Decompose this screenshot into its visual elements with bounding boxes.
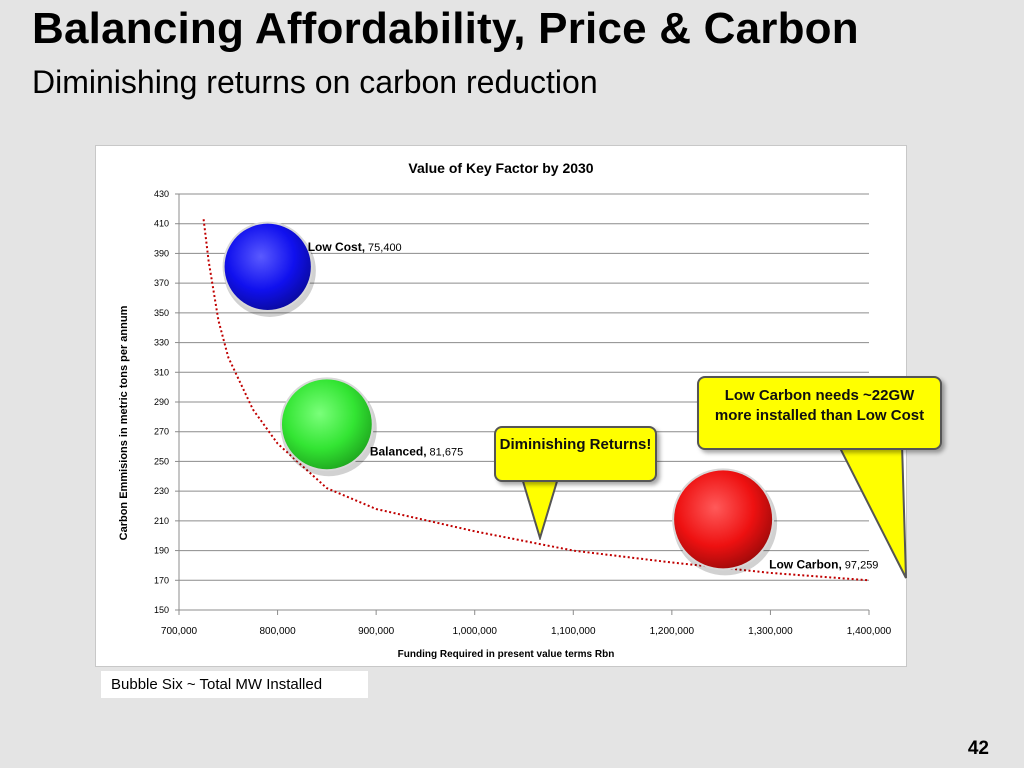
low-cost-bubble-label: Low Cost, 75,400 [308, 240, 402, 254]
x-tick-label: 700,000 [161, 626, 198, 637]
x-tick-label: 1,000,000 [452, 626, 497, 637]
y-tick-label: 330 [154, 338, 169, 348]
low-cost-series-name: Low Cost, [308, 240, 365, 254]
balanced-bubble [281, 379, 372, 470]
y-tick-label: 250 [154, 456, 169, 466]
diminishing-callout-tail [518, 478, 566, 540]
low-carbon-needs-callout: Low Carbon needs ~22GW more installed th… [697, 376, 942, 450]
y-tick-label: 430 [154, 189, 169, 199]
low-carbon-needs-text: Low Carbon needs ~22GW more installed th… [714, 387, 925, 424]
y-tick-label: 410 [154, 219, 169, 229]
y-tick-label: 190 [154, 546, 169, 556]
low-cost-bubble [224, 223, 311, 310]
low-carbon-bubble [674, 470, 773, 569]
low-carbon-callout-tail [836, 444, 907, 579]
x-tick-label: 1,100,000 [551, 626, 596, 637]
slide-title: Balancing Affordability, Price & Carbon [32, 4, 859, 53]
low-carbon-series-name: Low Carbon, [769, 557, 842, 571]
y-tick-label: 290 [154, 397, 169, 407]
diminishing-returns-callout: Diminishing Returns! [494, 426, 657, 482]
balanced-series-name: Balanced, [370, 444, 427, 458]
x-tick-label: 1,400,000 [847, 626, 892, 637]
bubble-size-footnote: Bubble Six ~ Total MW Installed [101, 671, 368, 698]
balanced-size-value: 81,675 [430, 446, 464, 458]
low-carbon-size-value: 97,259 [845, 559, 879, 571]
x-tick-label: 900,000 [358, 626, 395, 637]
y-tick-label: 230 [154, 486, 169, 496]
y-tick-label: 350 [154, 308, 169, 318]
x-axis-label: Funding Required in present value terms … [398, 649, 615, 660]
balanced-bubble-label: Balanced, 81,675 [370, 444, 463, 458]
diminishing-returns-text: Diminishing Returns! [499, 436, 652, 453]
slide-subtitle: Diminishing returns on carbon reduction [32, 64, 598, 100]
trendline [202, 219, 870, 582]
x-tick-label: 1,200,000 [650, 626, 695, 637]
chart-title: Value of Key Factor by 2030 [408, 160, 593, 176]
page-number: 42 [967, 738, 989, 759]
y-tick-label: 270 [154, 427, 169, 437]
y-tick-label: 370 [154, 278, 169, 288]
x-tick-label: 800,000 [259, 626, 296, 637]
low-cost-size-value: 75,400 [368, 242, 402, 254]
y-tick-label: 210 [154, 516, 169, 526]
y-tick-label: 170 [154, 575, 169, 585]
y-tick-label: 310 [154, 367, 169, 377]
trendline-layer [202, 219, 870, 582]
low-carbon-bubble-label: Low Carbon, 97,259 [769, 557, 878, 571]
x-tick-label: 1,300,000 [748, 626, 793, 637]
axes: 150 170 190 210 230 250 270 290 310 330 350 370 390 4… [154, 189, 892, 637]
y-tick-label: 390 [154, 248, 169, 258]
bubble-layer: Low Cost, 75,400 Balanced, 81,675 Low Carbon… [222, 221, 878, 576]
y-tick-label: 150 [154, 605, 169, 615]
y-axis-label: Carbon Emmisions in metric tons per annu… [118, 305, 130, 540]
